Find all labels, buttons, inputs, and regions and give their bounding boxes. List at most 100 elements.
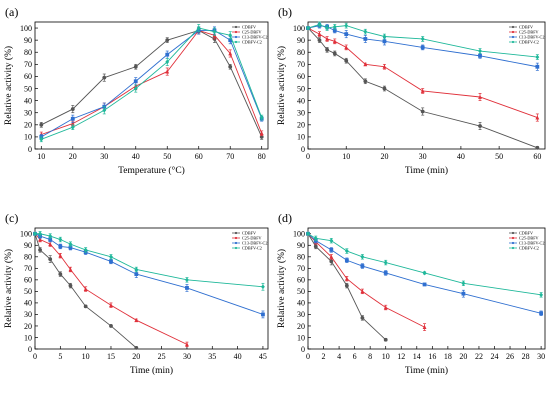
data-point <box>165 38 170 43</box>
panel-label: (a) <box>5 5 18 19</box>
data-point <box>382 64 387 69</box>
y-tick-label: 0 <box>28 345 32 354</box>
series-2 <box>306 22 540 71</box>
data-point <box>39 136 44 142</box>
x-tick-label: 35 <box>208 352 216 361</box>
legend-label: CDBFV-C2 <box>519 245 539 250</box>
data-point <box>102 107 107 113</box>
x-tick-label: 18 <box>444 352 452 361</box>
x-tick-label: 16 <box>428 352 436 361</box>
x-tick-label: 40 <box>457 152 465 161</box>
data-point <box>363 79 368 84</box>
legend-label: CDBFV <box>242 24 256 29</box>
data-point <box>329 254 334 259</box>
y-tick-label: 40 <box>24 299 32 308</box>
legend-marker <box>234 25 238 29</box>
x-tick-label: 28 <box>522 352 530 361</box>
y-tick-label: 80 <box>24 48 32 57</box>
data-point <box>332 39 337 44</box>
data-point <box>360 289 365 294</box>
data-point <box>185 286 189 290</box>
x-tick-label: 70 <box>226 152 234 161</box>
data-point <box>317 31 322 36</box>
legend-label: CDBFV <box>519 24 533 29</box>
data-point <box>383 305 388 310</box>
series-line <box>307 233 425 328</box>
series-2 <box>39 26 264 140</box>
data-point <box>382 34 387 39</box>
data-point <box>109 302 113 308</box>
x-axis-title: Time (min) <box>130 365 173 376</box>
legend-label: CDBFV-C2 <box>242 39 262 44</box>
series-0 <box>306 26 540 150</box>
x-tick-label: 10 <box>37 152 45 161</box>
data-point <box>344 258 349 263</box>
series-line <box>307 23 538 58</box>
data-point <box>344 45 349 50</box>
data-point <box>325 25 330 31</box>
y-tick-label: 100 <box>20 230 32 239</box>
y-tick-label: 20 <box>24 121 32 130</box>
y-tick-label: 40 <box>297 96 305 105</box>
data-point <box>420 45 425 50</box>
legend-marker <box>511 30 515 34</box>
y-tick-label: 30 <box>297 310 305 319</box>
x-tick-label: 40 <box>132 152 140 161</box>
x-tick-label: 10 <box>82 352 90 361</box>
chart-panel-0: 10 20 30 40 50 60 70 80 0 10 20 30 40 50 60 70 80 90 100 Te… <box>3 5 269 176</box>
data-point <box>38 237 42 242</box>
legend-marker <box>234 35 238 39</box>
legend-marker <box>511 25 515 29</box>
chart-panel-1: 0 10 20 30 40 50 60 0 10 20 30 40 50 60 70 80 90 100 Time … <box>276 5 546 176</box>
y-tick-label: 100 <box>20 24 32 33</box>
series-line <box>307 27 538 118</box>
y-tick-label: 10 <box>24 133 32 142</box>
data-point <box>58 272 63 276</box>
legend-label: CDBFV-C2 <box>519 39 539 44</box>
data-point <box>48 233 53 239</box>
legend-marker <box>234 236 238 240</box>
series-line <box>41 30 263 138</box>
x-tick-label: 20 <box>380 152 388 161</box>
legend-marker <box>511 40 515 44</box>
data-point <box>344 276 349 281</box>
x-tick-label: 60 <box>195 152 203 161</box>
x-tick-label: 20 <box>69 152 77 161</box>
plot-frame <box>307 21 546 150</box>
data-point <box>33 231 37 237</box>
data-point <box>134 267 139 272</box>
x-tick-label: 6 <box>353 352 357 361</box>
data-point <box>420 88 425 93</box>
data-point <box>332 28 337 33</box>
y-tick-label: 50 <box>297 84 305 93</box>
data-point <box>185 342 189 347</box>
y-tick-label: 40 <box>297 299 305 308</box>
x-tick-label: 30 <box>419 152 427 161</box>
y-tick-label: 50 <box>297 287 305 296</box>
data-point <box>344 283 349 288</box>
data-point <box>133 79 138 84</box>
x-axis-title: Time (min) <box>405 165 448 176</box>
y-tick-label: 0 <box>28 145 32 154</box>
data-point <box>48 237 53 242</box>
data-point <box>478 48 482 54</box>
legend-marker <box>234 246 238 250</box>
data-point <box>461 291 466 296</box>
data-point <box>539 311 544 316</box>
data-point <box>83 286 88 291</box>
data-point <box>360 254 365 260</box>
x-tick-label: 20 <box>132 352 140 361</box>
data-point <box>360 315 365 320</box>
data-point <box>478 53 482 58</box>
data-point <box>68 267 73 272</box>
y-tick-label: 50 <box>24 287 32 296</box>
data-point <box>70 121 75 126</box>
y-tick-label: 10 <box>24 333 32 342</box>
data-point <box>363 62 368 67</box>
series-1 <box>33 231 189 348</box>
legend-marker <box>511 241 515 245</box>
series-line <box>34 233 264 315</box>
y-tick-label: 30 <box>297 109 305 118</box>
y-axis-title: Relative activity (%) <box>276 249 287 328</box>
